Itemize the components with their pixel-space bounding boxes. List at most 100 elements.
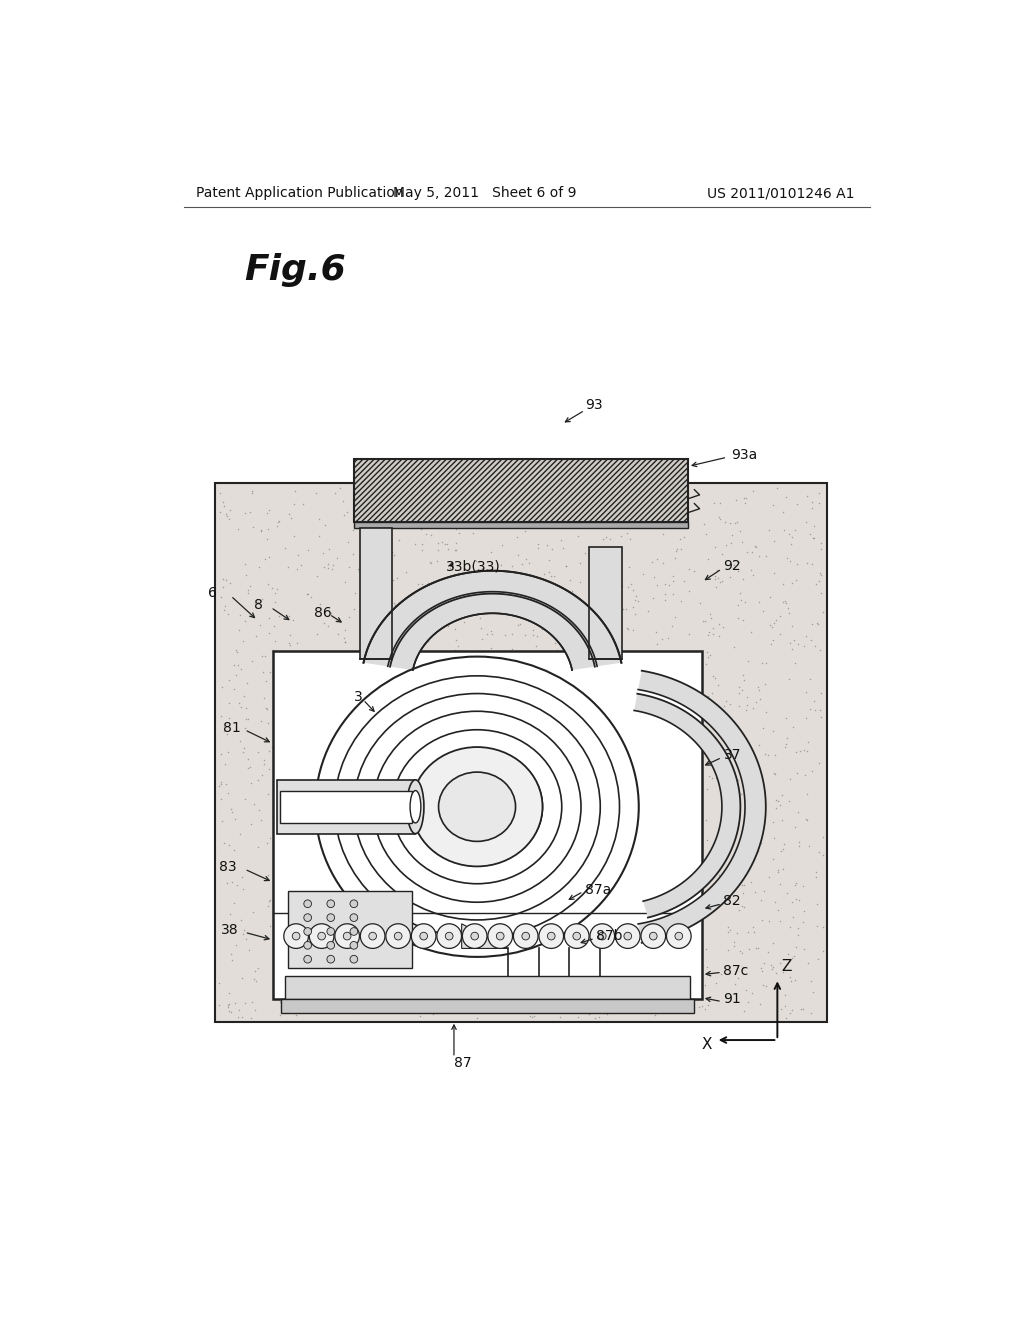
Point <box>743 622 760 643</box>
Point <box>735 669 752 690</box>
Ellipse shape <box>407 780 424 834</box>
Point <box>736 874 753 895</box>
Point <box>582 513 598 535</box>
Point <box>620 577 636 598</box>
Text: X: X <box>701 1038 712 1052</box>
Point <box>507 599 523 620</box>
Point <box>736 834 753 855</box>
Point <box>758 545 774 566</box>
Point <box>812 706 828 727</box>
Point <box>539 995 555 1016</box>
Point <box>223 799 240 820</box>
Point <box>804 553 820 574</box>
Point <box>719 940 735 961</box>
Point <box>222 573 239 594</box>
Point <box>699 830 716 851</box>
Point <box>700 624 717 645</box>
Point <box>508 593 524 614</box>
Point <box>707 758 723 779</box>
Point <box>740 651 757 672</box>
Circle shape <box>548 932 555 940</box>
Point <box>253 520 269 541</box>
Point <box>242 756 258 777</box>
Point <box>420 630 436 651</box>
Point <box>697 974 714 995</box>
Point <box>250 957 266 978</box>
Point <box>512 612 528 634</box>
Point <box>672 528 688 549</box>
Point <box>449 583 465 605</box>
Circle shape <box>675 932 683 940</box>
Point <box>707 668 723 689</box>
Point <box>788 553 805 574</box>
Point <box>537 591 553 612</box>
Point <box>260 891 276 912</box>
Point <box>625 579 641 601</box>
Point <box>370 603 386 624</box>
Point <box>731 520 748 541</box>
Point <box>250 770 266 791</box>
Point <box>433 994 450 1015</box>
Point <box>721 957 737 978</box>
Point <box>463 591 479 612</box>
Point <box>783 572 800 593</box>
Point <box>233 1007 250 1028</box>
Point <box>599 1003 615 1024</box>
Point <box>802 524 818 545</box>
Point <box>734 532 751 553</box>
Point <box>775 591 792 612</box>
Point <box>465 523 481 544</box>
Point <box>562 569 579 590</box>
Point <box>731 696 748 717</box>
Point <box>744 480 761 502</box>
Point <box>772 952 788 973</box>
Point <box>623 574 639 595</box>
Point <box>707 492 723 513</box>
Point <box>676 570 692 591</box>
Point <box>218 503 234 524</box>
Point <box>765 721 781 742</box>
Point <box>738 686 755 708</box>
Point <box>378 524 394 545</box>
Circle shape <box>360 924 385 949</box>
Point <box>708 887 724 908</box>
Point <box>222 1001 239 1022</box>
Point <box>762 586 778 607</box>
Point <box>730 682 746 704</box>
Point <box>219 741 236 762</box>
Point <box>221 671 238 692</box>
Point <box>715 570 731 591</box>
Point <box>465 993 481 1014</box>
Point <box>804 498 820 519</box>
Point <box>813 582 829 603</box>
Point <box>809 916 825 937</box>
Point <box>347 583 364 605</box>
Point <box>775 838 792 859</box>
Point <box>385 544 401 565</box>
Point <box>767 891 783 912</box>
Point <box>440 569 457 590</box>
Point <box>449 566 465 587</box>
Point <box>539 535 555 556</box>
Circle shape <box>327 956 335 964</box>
Point <box>780 598 797 619</box>
Point <box>765 933 781 954</box>
Point <box>238 993 254 1014</box>
Point <box>749 536 765 557</box>
Point <box>381 577 397 598</box>
Point <box>699 995 716 1016</box>
Point <box>547 632 563 653</box>
Point <box>755 718 771 739</box>
Point <box>736 487 753 508</box>
Bar <box>215 483 827 1022</box>
Point <box>232 730 249 751</box>
Point <box>270 511 287 532</box>
Point <box>758 653 774 675</box>
Point <box>804 614 820 635</box>
Point <box>681 581 697 602</box>
Point <box>757 673 773 694</box>
Point <box>598 527 614 548</box>
Point <box>237 553 253 574</box>
Point <box>746 781 763 803</box>
Point <box>702 607 719 628</box>
